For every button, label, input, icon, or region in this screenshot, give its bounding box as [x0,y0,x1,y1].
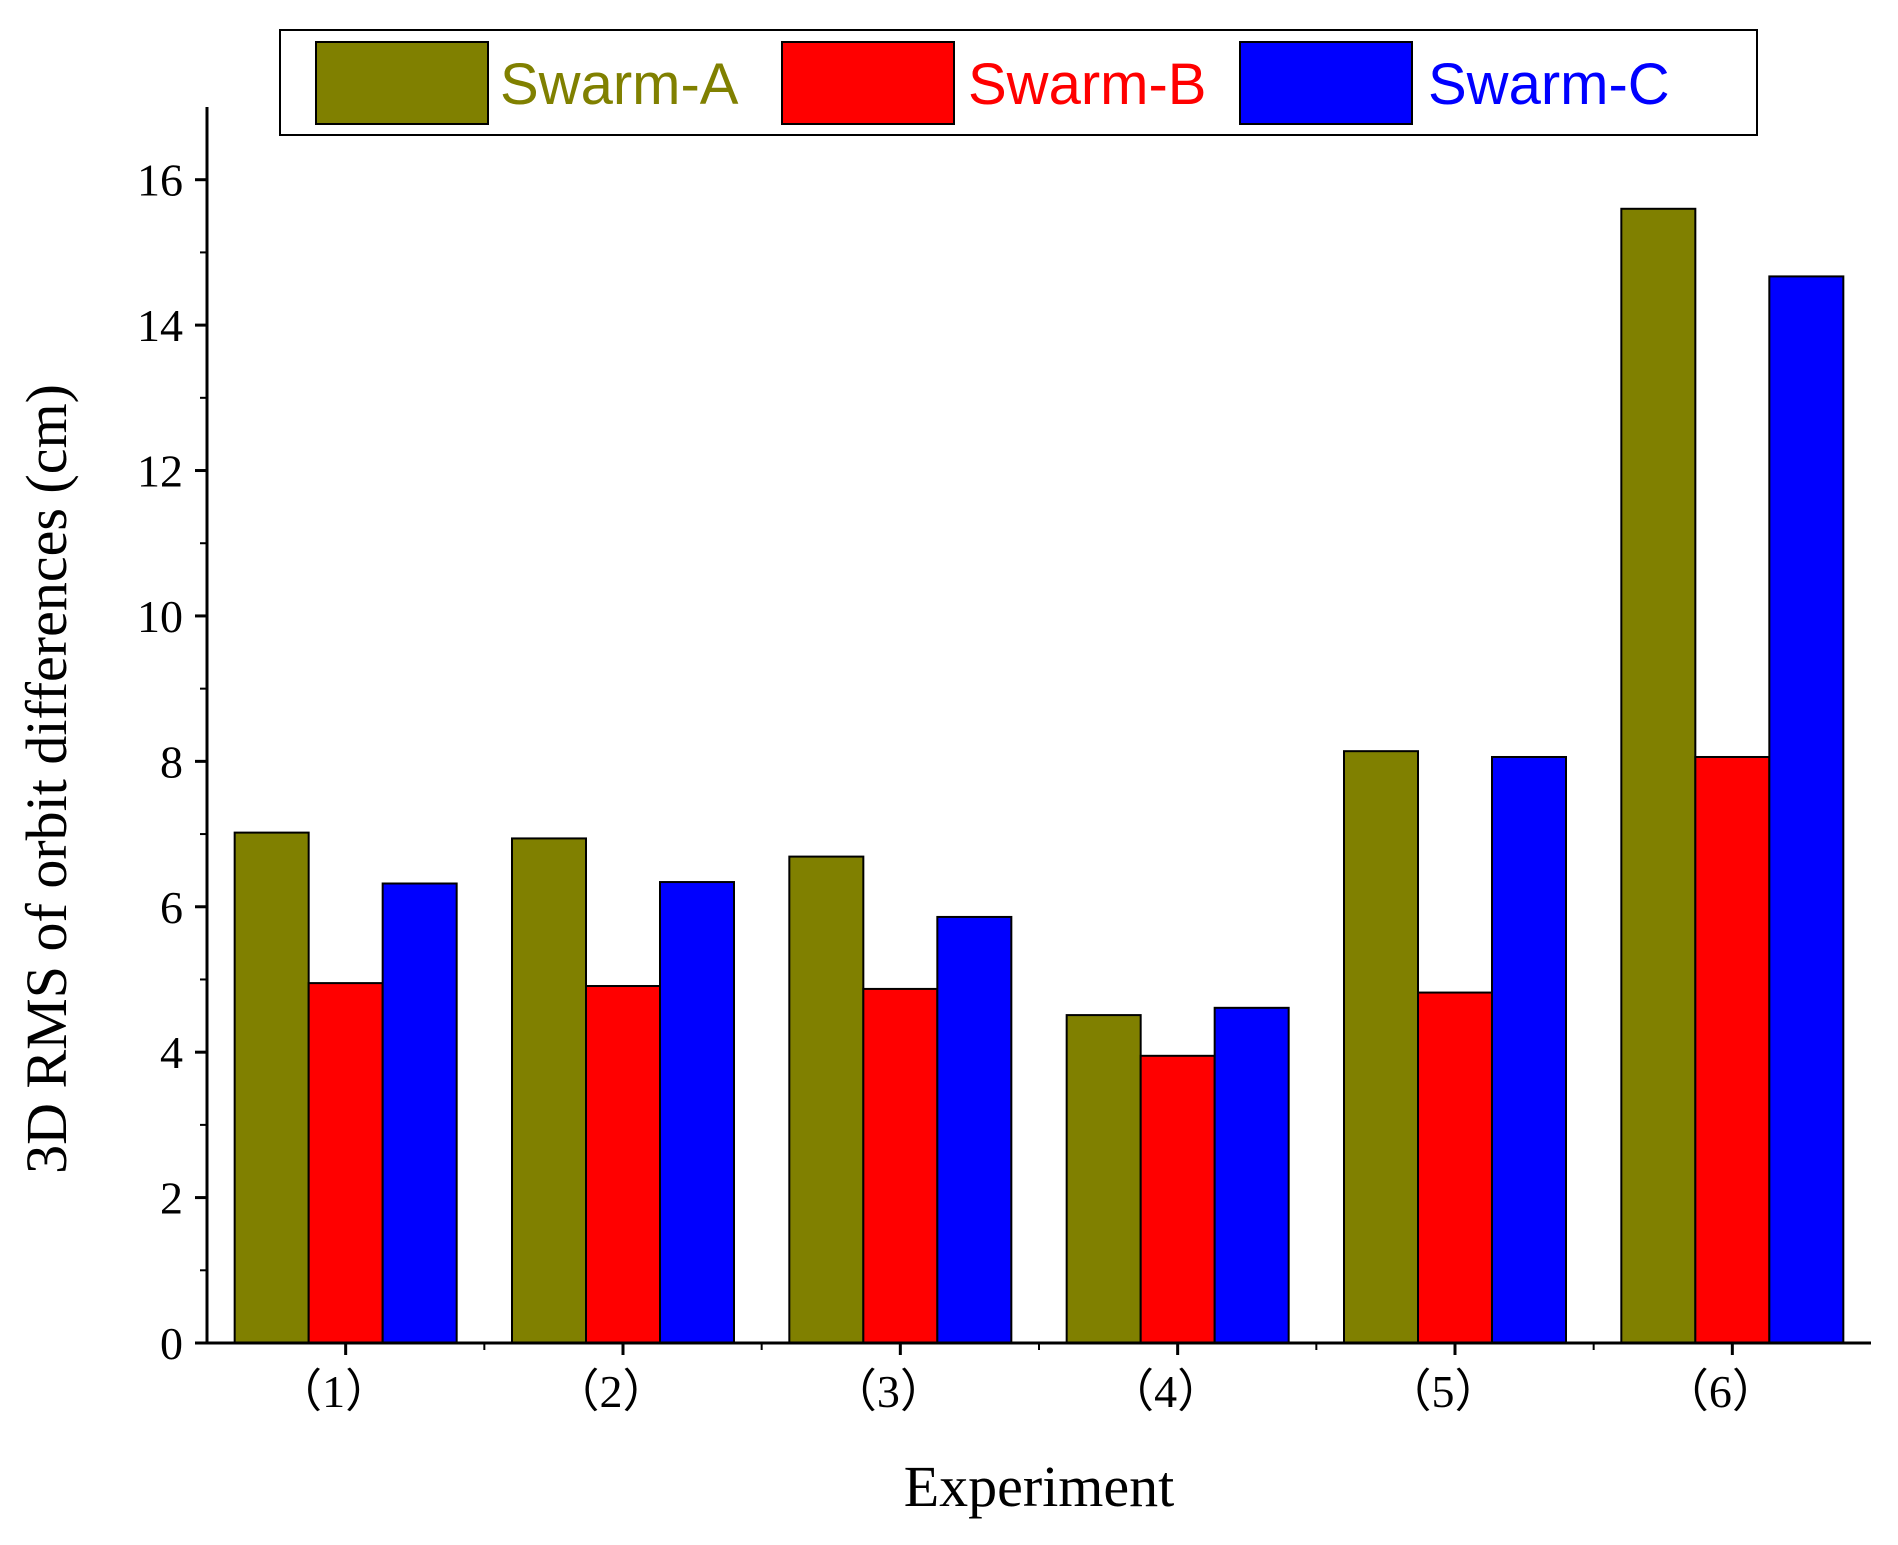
legend-swatch-swarm-a [315,41,489,125]
bar-swarm-c-2 [659,881,735,1344]
bar-swarm-c-1 [381,882,458,1345]
bar-swarm-b-3 [862,987,939,1344]
bar-swarm-c-6 [1768,275,1845,1345]
y-tick-label: 12 [137,446,183,497]
bar-swarm-b-5 [1417,991,1493,1344]
bar-swarm-b-6 [1694,755,1771,1344]
bars-group [233,207,1845,1345]
y-tick-label: 0 [160,1318,183,1369]
y-tick-label: 4 [160,1027,183,1078]
x-tick-label: （3） [831,1366,946,1417]
bar-swarm-c-5 [1491,755,1567,1344]
legend-label-swarm-c: Swarm-C [1428,52,1670,117]
x-tick-label: （4） [1108,1366,1223,1417]
bar-swarm-b-2 [585,985,661,1344]
x-axis-title: Experiment [904,1454,1175,1519]
y-tick-label: 8 [160,736,183,787]
legend-swatch-swarm-b [781,41,955,125]
bar-swarm-c-4 [1213,1006,1290,1344]
legend: Swarm-A Swarm-B Swarm-C [279,29,1758,136]
axes: 0 2 4 6 8 10 12 14 16 （1） （2） （3） （4） （5） （6） [137,107,1871,1417]
bar-swarm-a-5 [1343,750,1419,1344]
legend-swatch-swarm-c [1239,41,1413,125]
bar-swarm-a-6 [1620,207,1697,1345]
legend-box [279,29,1758,136]
x-tick-label: （5） [1386,1366,1501,1417]
y-axis-title: 3D RMS of orbit differences (cm) [14,384,79,1174]
bar-swarm-b-4 [1139,1054,1216,1344]
legend-label-swarm-b: Swarm-B [968,52,1206,117]
y-tick-label: 2 [160,1173,183,1224]
y-tick-label: 10 [137,591,183,642]
legend-label-swarm-a: Swarm-A [500,52,739,117]
y-tick-label: 14 [137,300,183,351]
x-tick-label: （1） [276,1366,391,1417]
x-tick-label: （2） [554,1366,669,1417]
bar-swarm-a-3 [788,855,865,1344]
bar-swarm-a-2 [511,837,587,1345]
bar-swarm-a-1 [233,831,310,1344]
x-tick-label: （6） [1663,1366,1778,1417]
y-tick-label: 16 [137,155,183,206]
bar-swarm-c-3 [936,915,1013,1344]
y-tick-label: 6 [160,882,183,933]
bar-swarm-b-1 [307,982,384,1344]
bar-swarm-a-4 [1065,1014,1142,1345]
